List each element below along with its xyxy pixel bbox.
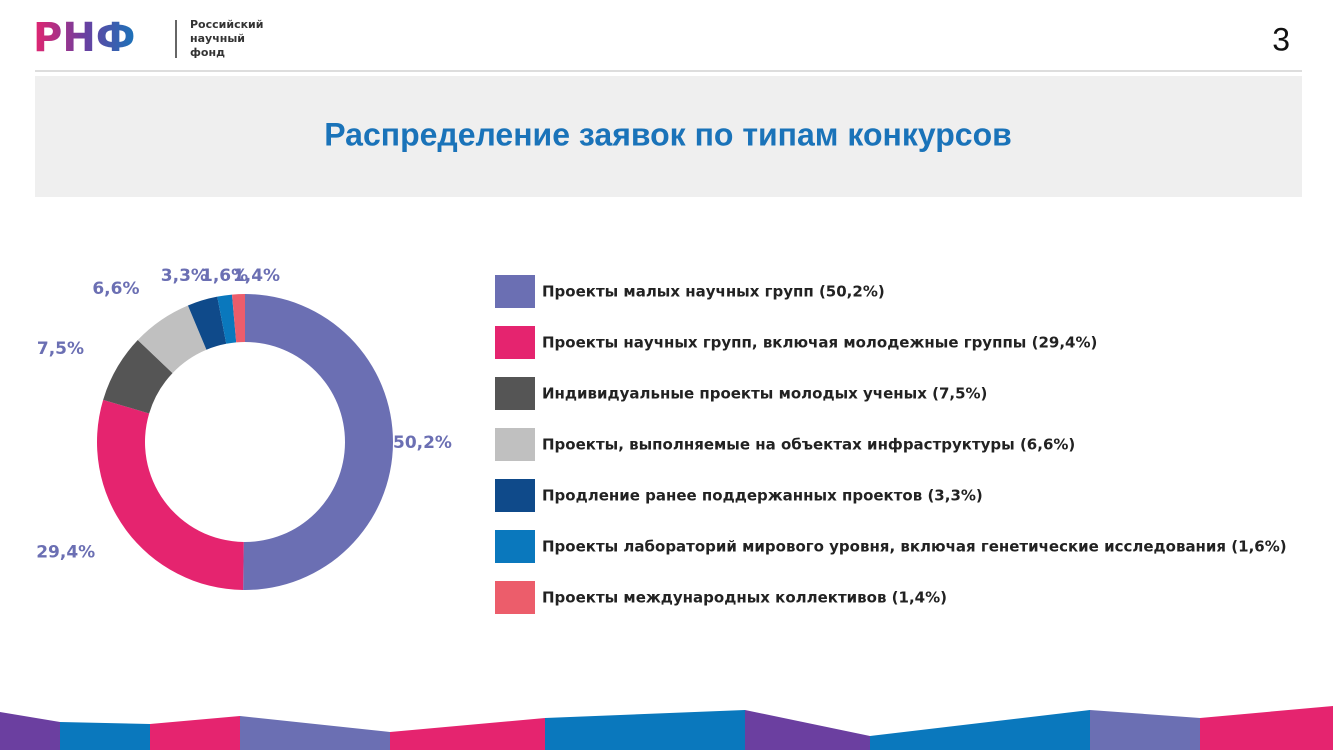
pie-slice: [137, 305, 207, 374]
pie-slice: [243, 294, 393, 590]
legend-label: Продление ранее поддержанных проектов (3…: [542, 487, 983, 505]
page-number: 3: [1272, 21, 1290, 57]
pie-slice: [217, 294, 237, 344]
legend-swatch: [495, 377, 535, 410]
legend-swatch: [495, 275, 535, 308]
logo-caption: фонд: [190, 46, 225, 59]
value-label: 7,5%: [37, 339, 84, 359]
value-label: 50,2%: [393, 433, 452, 453]
logo: РНФ: [33, 15, 135, 61]
legend-swatch: [495, 428, 535, 461]
legend-swatch: [495, 530, 535, 563]
legend-label: Проекты научных групп, включая молодежны…: [542, 334, 1097, 352]
legend-label: Проекты лабораторий мирового уровня, вкл…: [542, 538, 1287, 556]
value-label: 6,6%: [92, 279, 139, 299]
title-band: [35, 76, 1302, 197]
legend-swatch: [495, 326, 535, 359]
legend-swatch: [495, 581, 535, 614]
logo-caption: научный: [190, 32, 245, 45]
legend-label: Проекты международных коллективов (1,4%): [542, 589, 947, 607]
legend-label: Проекты, выполняемые на объектах инфраст…: [542, 436, 1075, 454]
footer-stripes: [0, 706, 1333, 750]
legend-swatch: [495, 479, 535, 512]
chart-title: Распределение заявок по типам конкурсов: [324, 116, 1012, 152]
value-label: 29,4%: [36, 542, 95, 562]
pie-slice: [187, 296, 227, 350]
pie-slice: [103, 340, 173, 414]
value-label: 1,4%: [233, 266, 280, 286]
pie-slice: [96, 399, 244, 590]
value-label: 3,3%: [161, 266, 208, 286]
value-label: 1,6%: [201, 266, 248, 286]
legend-label: Индивидуальные проекты молодых ученых (7…: [542, 385, 987, 403]
pie-slice: [231, 294, 245, 343]
logo-caption: Российский: [190, 18, 263, 31]
legend-label: Проекты малых научных групп (50,2%): [542, 283, 885, 301]
